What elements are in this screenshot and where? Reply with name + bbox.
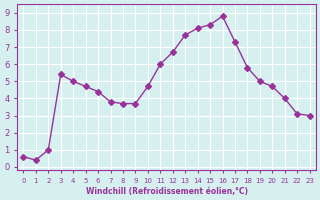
X-axis label: Windchill (Refroidissement éolien,°C): Windchill (Refroidissement éolien,°C): [85, 187, 247, 196]
